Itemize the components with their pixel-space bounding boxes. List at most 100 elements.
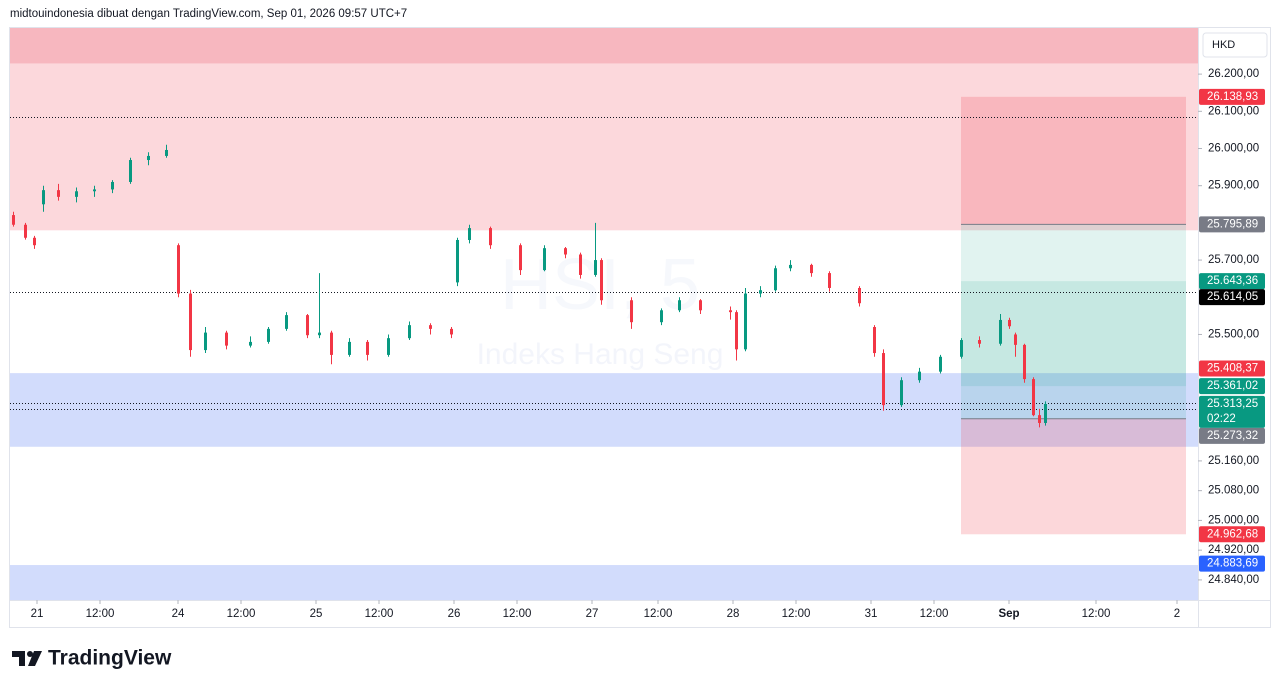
- candle-body: [774, 268, 777, 291]
- candle-body: [519, 245, 522, 271]
- zone: [10, 63, 1198, 231]
- candle-body: [42, 190, 45, 205]
- candle-body: [1032, 379, 1035, 416]
- candle-body: [177, 245, 180, 294]
- candle-body: [1044, 404, 1047, 423]
- candle-body: [348, 341, 351, 355]
- candle-body: [204, 332, 207, 351]
- price-tag-label: 26.138,93: [1207, 91, 1258, 103]
- currency: HKD: [1212, 39, 1235, 51]
- x-tick-label: Sep: [998, 608, 1019, 620]
- candle-body: [918, 371, 921, 381]
- price-tag: [1199, 395, 1265, 428]
- candle-body: [999, 319, 1002, 344]
- logo-mark: [12, 651, 25, 666]
- currency-box[interactable]: [1202, 32, 1268, 58]
- price-tag-label: 25.313,25: [1207, 398, 1258, 410]
- candle-body: [249, 341, 252, 346]
- y-tick-label: 25.500,00: [1208, 328, 1259, 340]
- candle-body: [468, 228, 471, 240]
- candle-body: [660, 310, 663, 323]
- candle-body: [285, 315, 288, 329]
- position-stop: [961, 96, 1186, 225]
- price-tag-label: 25.408,37: [1207, 363, 1258, 375]
- price-tag: [1199, 378, 1265, 395]
- candle-body: [366, 341, 369, 355]
- position-target: [961, 224, 1186, 387]
- price-tag-label: 24.962,68: [1207, 528, 1258, 540]
- candle-body: [24, 224, 27, 238]
- candle-body: [960, 340, 963, 357]
- price-tag: [1199, 427, 1265, 444]
- y-tick-label: 25.080,00: [1208, 485, 1259, 497]
- candle-body: [699, 300, 702, 311]
- x-tick-label: 12:00: [86, 608, 115, 620]
- price-tag-label: 25.273,32: [1207, 430, 1258, 442]
- candle-body: [678, 300, 681, 311]
- candle-body: [450, 328, 453, 335]
- candle-body: [600, 260, 603, 301]
- header-text: midtouindonesia dibuat dengan TradingVie…: [10, 8, 407, 20]
- y-tick-label: 26.200,00: [1208, 68, 1259, 80]
- x-tick-label: 12:00: [644, 608, 673, 620]
- candle-body: [579, 254, 582, 275]
- candle-body: [318, 332, 321, 336]
- x-tick-label: 28: [727, 608, 740, 620]
- y-tick-label: 24.840,00: [1208, 574, 1259, 586]
- x-tick-label: 26: [448, 608, 461, 620]
- position-target: [961, 281, 1186, 419]
- candle-body: [564, 248, 567, 255]
- price-tag-label: 25.361,02: [1207, 380, 1258, 392]
- x-tick-label: 27: [586, 608, 599, 620]
- candle-body: [330, 332, 333, 355]
- price-tag: [1199, 88, 1265, 105]
- candle-body: [1023, 344, 1026, 380]
- x-tick-label: 12:00: [227, 608, 256, 620]
- candle-body: [93, 189, 96, 192]
- candle-body: [729, 310, 732, 313]
- x-tick-label: 12:00: [782, 608, 811, 620]
- y-tick-label: 25.900,00: [1208, 180, 1259, 192]
- candle-body: [744, 293, 747, 350]
- candle-body: [873, 327, 876, 354]
- candle-body: [594, 260, 597, 275]
- price-tag-label: 24.883,69: [1207, 558, 1258, 570]
- position-stop: [961, 418, 1186, 535]
- candle-body: [900, 380, 903, 406]
- x-tick-label: 12:00: [365, 608, 394, 620]
- candle-body: [189, 293, 192, 351]
- candle-body: [111, 181, 114, 190]
- logo-mark: [28, 651, 42, 666]
- candle-body: [75, 191, 78, 197]
- candle-body: [165, 149, 168, 156]
- x-tick-label: 12:00: [1082, 608, 1111, 620]
- watermark-description: Indeks Hang Seng: [477, 338, 724, 371]
- price-tag: [1199, 289, 1265, 306]
- candle-body: [12, 215, 15, 225]
- frame: [9, 27, 1271, 628]
- x-tick-label: 24: [172, 608, 185, 620]
- y-tick-label: 25.000,00: [1208, 514, 1259, 526]
- candle-body: [225, 332, 228, 346]
- price-tag-countdown: 02:22: [1207, 413, 1236, 425]
- zone: [10, 565, 1198, 600]
- price-tag: [1199, 526, 1265, 543]
- candle-body: [129, 160, 132, 182]
- y-tick-label: 25.700,00: [1208, 254, 1259, 266]
- candle-body: [57, 190, 60, 197]
- candle-body: [828, 273, 831, 288]
- candle-body: [33, 237, 36, 246]
- price-tag-label: 25.643,36: [1207, 275, 1258, 287]
- candle-body: [1008, 319, 1011, 327]
- price-tag: [1199, 273, 1265, 290]
- candle-body: [147, 155, 150, 161]
- candle-body: [1014, 334, 1017, 345]
- price-tag-label: 25.614,05: [1207, 291, 1258, 303]
- x-tick-label: 31: [865, 608, 878, 620]
- candle-body: [306, 315, 309, 336]
- y-tick-label: 24.920,00: [1208, 544, 1259, 556]
- price-tag: [1199, 216, 1265, 233]
- candle-body: [543, 248, 546, 271]
- candle-body: [978, 340, 981, 344]
